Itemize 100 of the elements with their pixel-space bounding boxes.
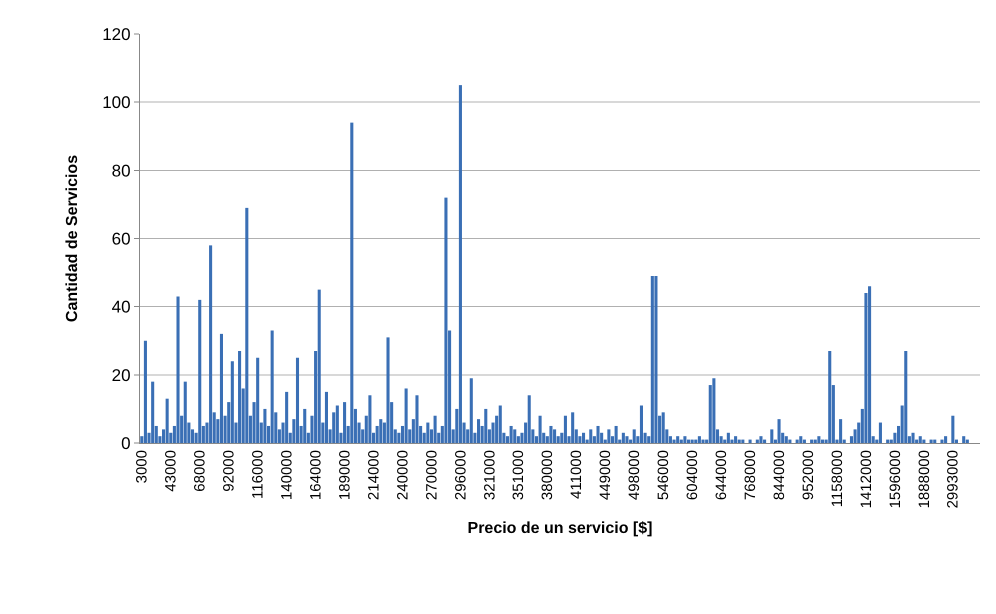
x-tick-label: 116000 bbox=[250, 450, 267, 499]
bar bbox=[788, 440, 792, 443]
bar bbox=[784, 436, 788, 443]
bar bbox=[176, 296, 180, 443]
x-tick-label: 952000 bbox=[800, 450, 817, 500]
bar bbox=[458, 85, 462, 443]
y-tick-label: 0 bbox=[121, 434, 131, 453]
bar bbox=[680, 440, 683, 443]
y-tick-label: 20 bbox=[112, 366, 131, 385]
bar bbox=[734, 436, 738, 443]
x-tick-label: 498000 bbox=[626, 450, 644, 500]
bar bbox=[426, 422, 430, 443]
bar bbox=[962, 436, 966, 443]
x-tick-label: 351000 bbox=[510, 450, 528, 500]
bar bbox=[650, 276, 654, 443]
x-axis-title: Precio de un servicio [$] bbox=[468, 520, 652, 538]
bar bbox=[589, 429, 592, 443]
bar bbox=[549, 426, 552, 443]
x-tick-label: 844000 bbox=[770, 450, 788, 500]
bar bbox=[672, 440, 676, 443]
bar bbox=[726, 432, 730, 443]
bar bbox=[654, 276, 658, 443]
bar bbox=[324, 392, 328, 443]
bar bbox=[368, 395, 372, 443]
bar bbox=[632, 429, 636, 443]
bar bbox=[911, 432, 915, 443]
bar bbox=[878, 422, 882, 443]
bar bbox=[701, 440, 705, 443]
bar bbox=[151, 382, 154, 443]
bar bbox=[698, 436, 701, 443]
x-tick-label: 1412000 bbox=[858, 450, 875, 508]
bar bbox=[625, 436, 629, 443]
bar bbox=[528, 395, 531, 443]
bar bbox=[498, 406, 502, 443]
bar bbox=[886, 440, 890, 443]
bar bbox=[904, 350, 908, 443]
x-tick-label: 92000 bbox=[220, 450, 238, 492]
bar bbox=[796, 440, 799, 443]
bar bbox=[614, 426, 618, 443]
bar bbox=[694, 440, 698, 443]
bar bbox=[828, 350, 832, 443]
bar bbox=[513, 429, 516, 443]
bar bbox=[296, 358, 300, 443]
x-tick-label: 604000 bbox=[684, 450, 702, 500]
bar bbox=[379, 419, 382, 443]
bar bbox=[343, 402, 346, 443]
bar bbox=[144, 340, 147, 443]
x-tick-label: 449000 bbox=[597, 450, 614, 500]
bar bbox=[622, 432, 625, 443]
y-tick-label: 100 bbox=[102, 93, 131, 112]
x-tick-label: 68000 bbox=[192, 450, 209, 492]
bar bbox=[571, 412, 574, 443]
bar bbox=[683, 436, 686, 443]
x-tick-label: 270000 bbox=[423, 450, 440, 500]
bar bbox=[582, 432, 586, 443]
bar bbox=[336, 406, 339, 443]
bar bbox=[918, 436, 922, 443]
x-tick-label: 768000 bbox=[742, 450, 759, 500]
y-tick-label: 120 bbox=[102, 24, 131, 44]
bar bbox=[238, 350, 242, 443]
bar bbox=[318, 290, 321, 443]
bar bbox=[263, 408, 266, 443]
bar bbox=[662, 412, 665, 443]
bar bbox=[741, 440, 744, 443]
y-tick-label: 40 bbox=[112, 298, 131, 317]
bar bbox=[285, 392, 288, 443]
bar bbox=[756, 440, 759, 443]
y-tick-label: 80 bbox=[112, 161, 131, 180]
bar bbox=[748, 440, 752, 443]
bar bbox=[799, 436, 802, 443]
bar bbox=[404, 388, 408, 443]
bar bbox=[951, 416, 954, 443]
y-axis-title: Cantidad de Servicios bbox=[64, 154, 82, 322]
x-tick-label: 1888000 bbox=[916, 450, 933, 508]
x-tick-label: 189000 bbox=[336, 450, 354, 500]
bar bbox=[922, 440, 926, 443]
bar bbox=[220, 334, 223, 443]
bar bbox=[839, 419, 842, 443]
bar bbox=[944, 436, 948, 443]
bar bbox=[230, 361, 234, 443]
x-tick-label: 411000 bbox=[568, 450, 586, 499]
bar bbox=[564, 416, 567, 443]
x-tick-label: 43000 bbox=[162, 450, 180, 492]
bar bbox=[607, 429, 610, 443]
x-tick-label: 380000 bbox=[539, 450, 556, 500]
bar bbox=[933, 440, 936, 443]
bar bbox=[184, 382, 187, 443]
bar bbox=[817, 436, 820, 443]
bar bbox=[470, 378, 473, 443]
bar bbox=[484, 408, 488, 443]
x-tick-label: 296000 bbox=[452, 450, 470, 500]
bar bbox=[386, 337, 390, 443]
bar bbox=[940, 440, 944, 443]
x-tick-label: 1596000 bbox=[886, 450, 904, 508]
y-tick-label: 60 bbox=[112, 229, 131, 248]
bar bbox=[759, 436, 762, 443]
bar bbox=[640, 406, 643, 443]
bar bbox=[712, 378, 716, 443]
bar bbox=[350, 122, 354, 443]
bar bbox=[820, 440, 824, 443]
